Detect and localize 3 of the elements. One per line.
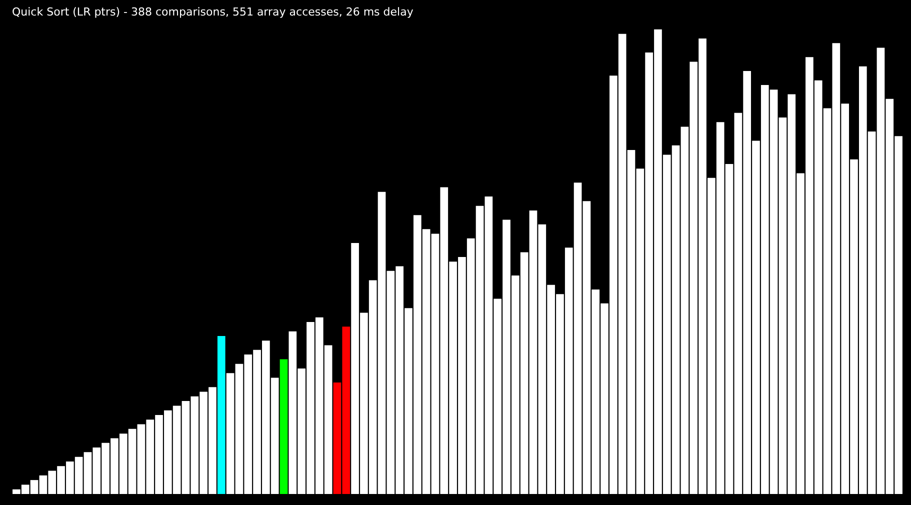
bar	[280, 359, 288, 494]
chart-title: Quick Sort (LR ptrs) - 388 comparisons, 551 array accesses, 26 ms delay	[12, 5, 414, 18]
bar	[217, 336, 226, 494]
